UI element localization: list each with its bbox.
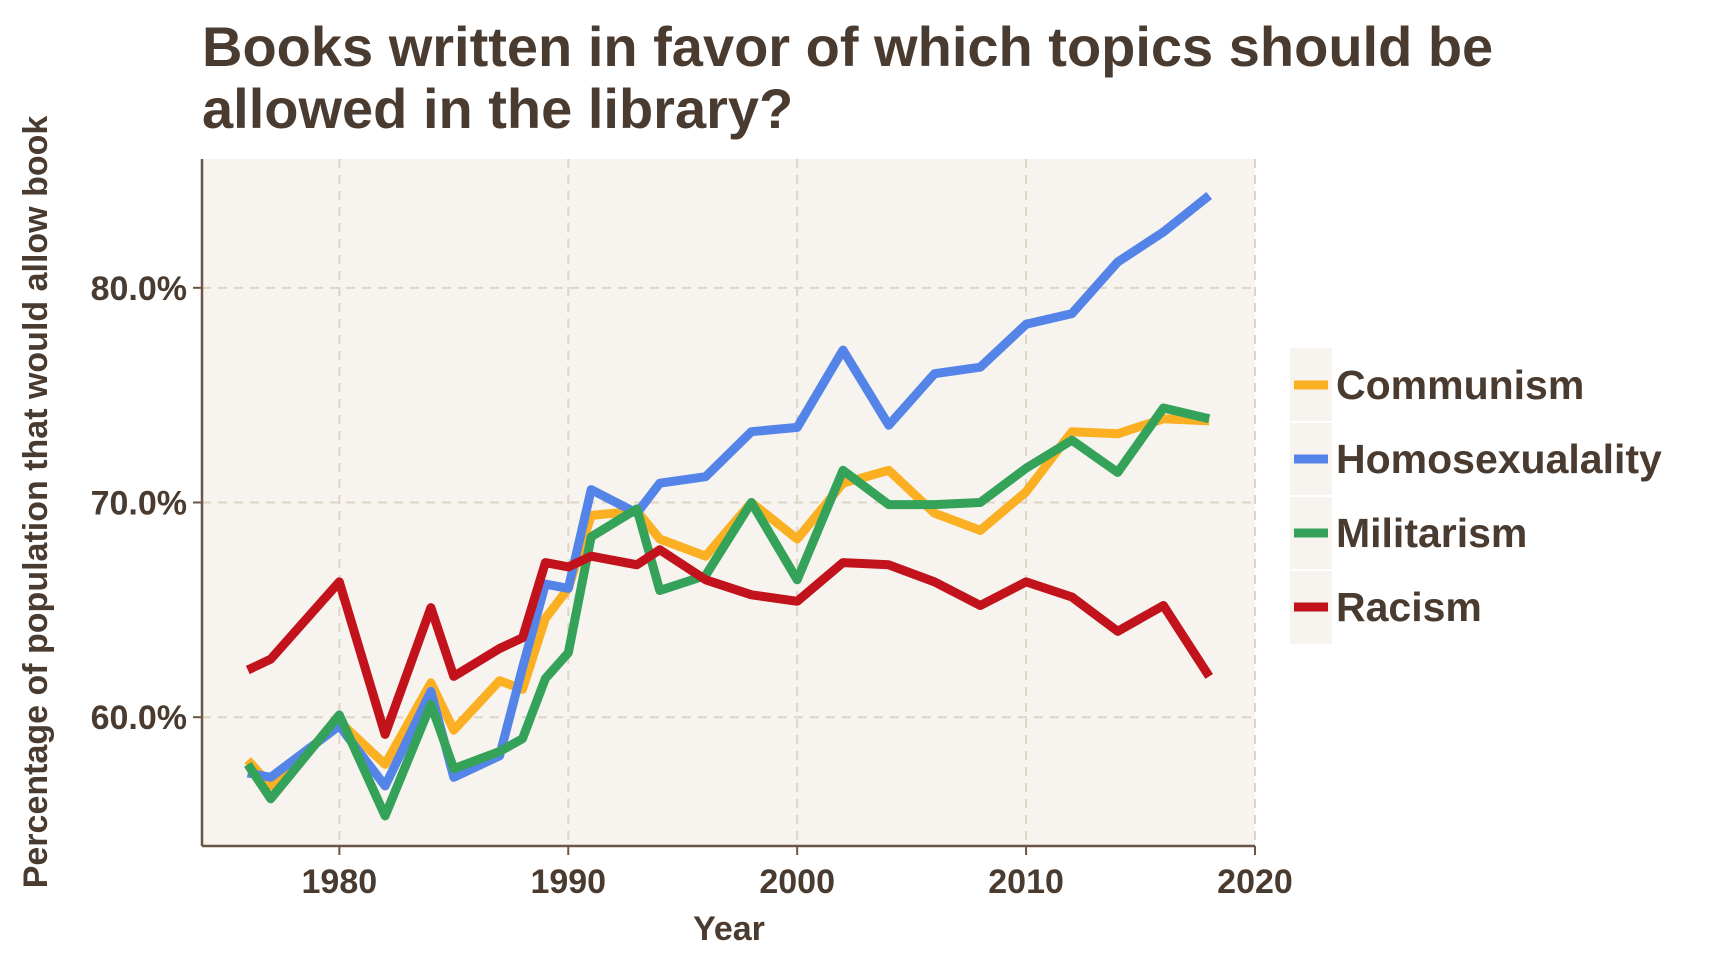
y-tick-label: 60.0%	[91, 699, 187, 737]
legend-label-homosexualality: Homosexualality	[1336, 436, 1662, 482]
y-axis-ticks: 60.0% 70.0% 80.0%	[91, 270, 202, 737]
x-tick-label: 1990	[530, 863, 606, 901]
series-line-militarism	[244, 403, 1211, 821]
x-axis-ticks: 1980 1990 2000 2010 2020	[302, 846, 1293, 901]
x-tick-label: 2000	[759, 863, 835, 901]
series-lines	[244, 191, 1213, 821]
plot-panel	[202, 159, 1255, 846]
y-tick-label: 80.0%	[91, 270, 187, 308]
series-line-communism	[244, 414, 1210, 791]
legend-label-communism: Communism	[1336, 362, 1584, 408]
chart-title-line-2: allowed in the library?	[202, 77, 793, 140]
legend: Communism Homosexualality Militarism Racism	[1290, 348, 1662, 644]
x-tick-label: 2020	[1217, 863, 1293, 901]
y-tick-label: 70.0%	[91, 485, 187, 523]
x-axis-label: Year	[693, 910, 765, 948]
series-line-homosexualality	[246, 191, 1213, 791]
legend-label-militarism: Militarism	[1336, 510, 1527, 556]
chart-title: Books written in favor of which topics s…	[202, 15, 1493, 140]
series-line-racism	[245, 545, 1213, 739]
legend-label-racism: Racism	[1336, 584, 1482, 630]
y-axis-label: Percentage of population that would allo…	[17, 116, 55, 889]
chart-title-line-1: Books written in favor of which topics s…	[202, 15, 1493, 78]
x-tick-label: 2010	[988, 863, 1064, 901]
gridlines	[202, 159, 1256, 846]
x-tick-label: 1980	[302, 863, 378, 901]
